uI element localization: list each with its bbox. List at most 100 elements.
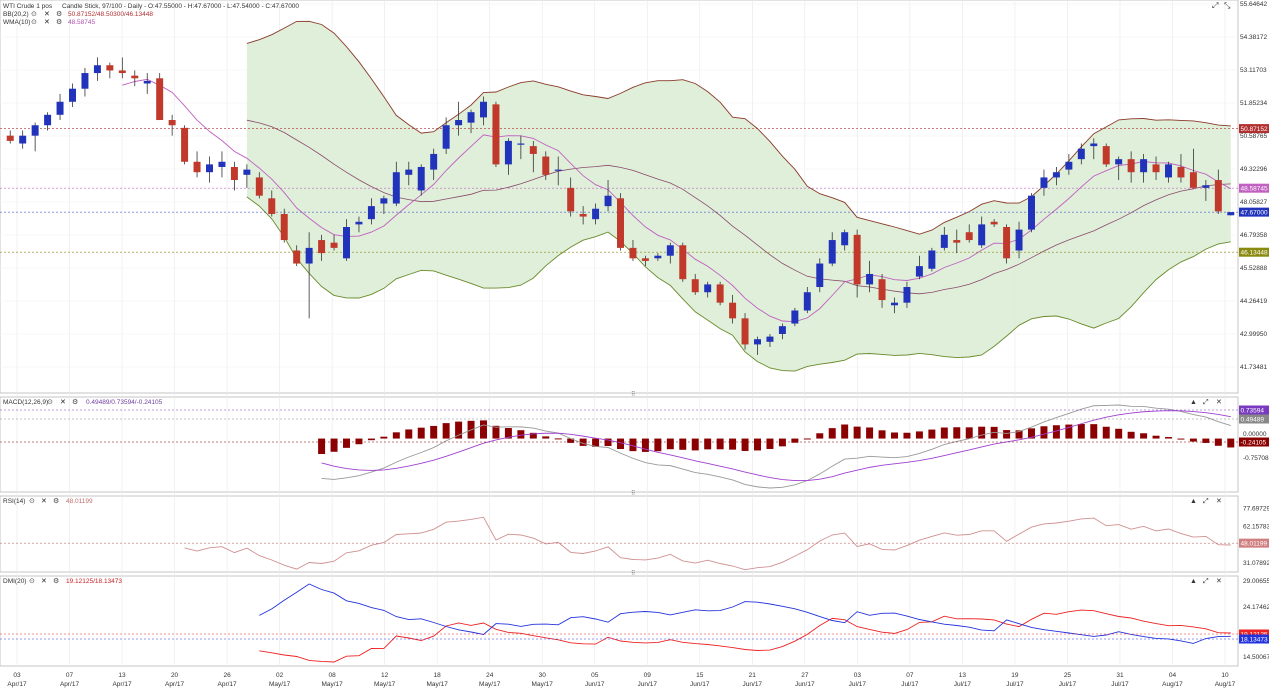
candle-body [19, 135, 27, 144]
candle-body [1028, 195, 1035, 230]
y-tick-label: 77.69729 [1243, 506, 1269, 513]
candle-body [778, 326, 786, 334]
macd-badge [1239, 405, 1269, 415]
panel-frame [0, 495, 1239, 573]
expand-icon[interactable]: ⤢ [1203, 399, 1209, 406]
macd-hist-bar [1152, 435, 1160, 439]
wma-badge-text: 48.58745 [1241, 186, 1268, 193]
expand-icon[interactable]: ⤢ [1211, 1, 1218, 10]
macd-badge [1239, 414, 1269, 424]
candle-body [230, 166, 238, 181]
candle-body [542, 156, 550, 175]
macd-hist-bar [704, 438, 712, 450]
candle-body [1040, 177, 1048, 188]
y-tick-label: 50.58765 [1240, 133, 1267, 140]
candle-body [305, 247, 313, 264]
expand-icon[interactable]: ⤢ [1203, 578, 1209, 585]
maximize-icon[interactable]: ⤡ [1224, 1, 1231, 10]
x-tick-day: 31 [1116, 672, 1124, 679]
panel-frame [0, 0, 1239, 394]
candle-body [766, 336, 774, 342]
macd-hist-bar [1115, 428, 1123, 439]
candle-body [1189, 172, 1197, 188]
candle-body [206, 164, 213, 173]
candle-body [131, 75, 139, 79]
macd-hist-bar [666, 438, 674, 450]
rsi-panel [0, 516, 1238, 571]
macd-hist-bar [1028, 428, 1035, 439]
candle-body [866, 273, 874, 285]
macd-hist-bar [828, 428, 836, 439]
candle-body [691, 279, 699, 293]
candle-body [741, 318, 749, 345]
gear-icon[interactable]: ⚙ [72, 398, 78, 406]
eye-icon[interactable]: ⊙ [47, 399, 53, 406]
x-tick-month: Jun/17 [743, 681, 763, 688]
y-tick-label: 48.05827 [1240, 199, 1267, 206]
macd-hist-bar [1202, 438, 1210, 443]
x-tick-day: 05 [591, 672, 599, 679]
macd-hist-bar [480, 420, 487, 439]
close-icon[interactable]: ✕ [1216, 578, 1222, 585]
candle-body [891, 302, 898, 306]
dmi-legend-row: DMI(20) ⊙ ✕ ⚙ 19.12125/18.13473 [3, 577, 122, 585]
expand-icon[interactable]: ⤢ [1203, 498, 1209, 505]
macd-hist-bar [1065, 424, 1073, 439]
eye-icon[interactable]: ⊙ [29, 498, 35, 505]
candle-body [791, 310, 799, 324]
macd-hist-bar [617, 438, 624, 450]
candle-body [467, 112, 475, 123]
rsi-legend-row: RSI(14) ⊙ ✕ ⚙ 48.01199 [3, 497, 93, 505]
gear-icon[interactable]: ⚙ [56, 10, 62, 18]
macd-hist-bar [729, 438, 737, 450]
x-tick-month: Jul/17 [901, 681, 919, 688]
macd-hist-bar [417, 427, 425, 439]
close-icon[interactable]: ✕ [44, 11, 50, 18]
gear-icon[interactable]: ⚙ [56, 18, 62, 26]
macd-hist-bar [1052, 425, 1060, 439]
x-tick-month: Apr/17 [7, 681, 27, 688]
close-icon[interactable]: ✕ [60, 399, 66, 406]
macd-hist-bar [330, 438, 338, 452]
dmi-badge [1239, 634, 1269, 644]
candle-body [978, 224, 986, 246]
bollinger-band [0, 20, 1238, 372]
move-up-icon[interactable]: ▲ [1190, 399, 1197, 406]
x-tick-month: Jul/17 [1111, 681, 1129, 688]
candle-body [554, 169, 562, 171]
panel-frame [0, 575, 1239, 667]
move-up-icon[interactable]: ▲ [1190, 578, 1197, 585]
close-icon[interactable]: ✕ [1216, 498, 1222, 505]
gear-icon[interactable]: ⚙ [53, 577, 59, 585]
candle-body [44, 114, 52, 126]
wma-legend-row: WMA(10) ⊙ ✕ ⚙ 48.58745 [3, 18, 95, 26]
gear-icon[interactable]: ⚙ [53, 497, 59, 505]
x-tick-month: Jun/17 [690, 681, 710, 688]
x-tick-month: May/17 [532, 681, 554, 688]
move-up-icon[interactable]: ▲ [1190, 498, 1197, 505]
close-icon[interactable]: ✕ [41, 498, 47, 505]
candle-body [293, 250, 301, 264]
x-tick-month: May/17 [321, 681, 343, 688]
close-icon[interactable]: ✕ [44, 19, 50, 26]
x-tick-day: 07 [66, 672, 74, 679]
y-tick-label: 0.00000 [1243, 431, 1267, 438]
candle-body [455, 120, 463, 126]
candle-body [928, 250, 936, 269]
macd-hist-bar [554, 438, 562, 440]
x-tick-day: 30 [539, 672, 547, 679]
eye-icon[interactable]: ⊙ [29, 578, 35, 585]
eye-icon[interactable]: ⊙ [31, 11, 37, 18]
panel-resize-handle: ⠿ [631, 391, 635, 398]
y-tick-label: 29.00655 [1243, 578, 1269, 585]
y-tick-label: 42.99950 [1240, 331, 1267, 338]
macd-hist-bar [741, 438, 749, 451]
macd-hist-bar [1227, 438, 1235, 448]
candle-body [567, 187, 575, 212]
close-icon[interactable]: ✕ [1216, 399, 1222, 406]
x-tick-month: Aug/17 [1215, 681, 1236, 688]
macd-hist-bar [492, 425, 500, 439]
close-icon[interactable]: ✕ [41, 578, 47, 585]
candle-body [803, 292, 811, 311]
eye-icon[interactable]: ⊙ [31, 19, 37, 26]
